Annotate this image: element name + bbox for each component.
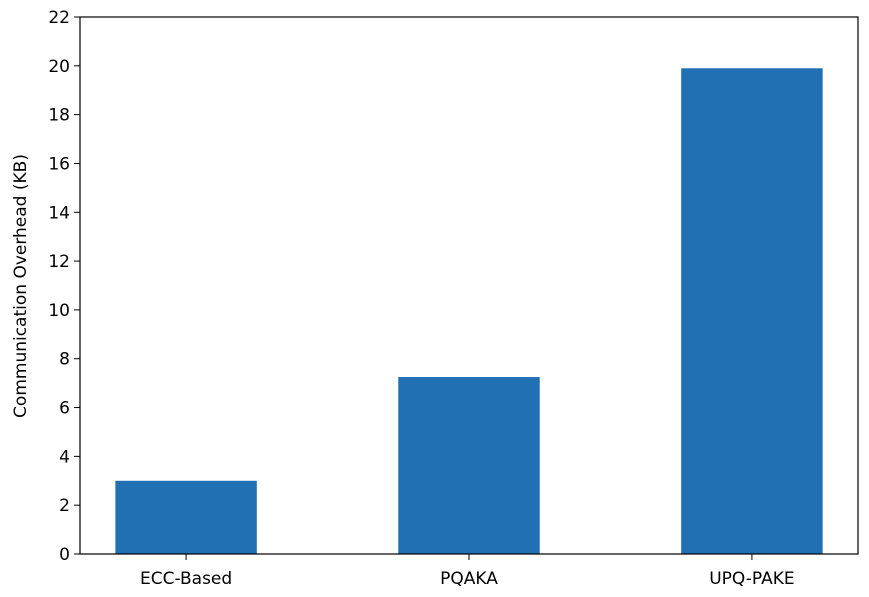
y-tick-label: 20: [48, 57, 70, 77]
y-tick-label: 10: [48, 301, 70, 321]
y-tick-label: 16: [48, 154, 70, 174]
y-tick-label: 14: [48, 203, 70, 223]
x-tick-label: PQAKA: [440, 569, 498, 589]
y-tick-label: 8: [59, 350, 70, 370]
y-tick-label: 2: [59, 496, 70, 516]
y-tick-label: 22: [48, 8, 70, 28]
y-tick-label: 12: [48, 252, 70, 272]
x-tick-label: ECC-Based: [140, 569, 232, 589]
x-tick-label: UPQ-PAKE: [709, 569, 794, 589]
y-tick-label: 18: [48, 106, 70, 126]
bar: [681, 68, 823, 554]
y-tick-label: 6: [59, 399, 70, 419]
plot-frame: [79, 16, 859, 555]
y-axis-label: Communication Overhead (KB): [11, 154, 31, 418]
y-tick-label: 0: [59, 545, 70, 565]
bar: [115, 480, 257, 554]
bar: [398, 377, 540, 554]
y-tick-label: 4: [59, 447, 70, 467]
